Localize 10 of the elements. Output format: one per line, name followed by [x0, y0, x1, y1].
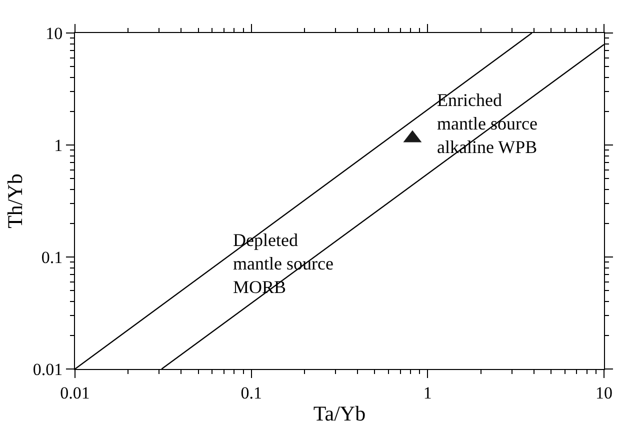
x-tick-label: 1: [423, 383, 432, 402]
y-tick-label: 0.1: [41, 248, 63, 267]
y-axis-title: Th/Yb: [3, 174, 27, 228]
x-axis-title: Ta/Yb: [313, 402, 366, 426]
y-tick-label: 1: [54, 136, 63, 155]
x-tick-label: 10: [596, 383, 612, 402]
x-tick-label: 0.01: [60, 383, 90, 402]
y-tick-label: 0.01: [32, 360, 63, 379]
y-tick-label: 10: [46, 24, 63, 43]
x-tick-label: 0.1: [240, 383, 262, 402]
